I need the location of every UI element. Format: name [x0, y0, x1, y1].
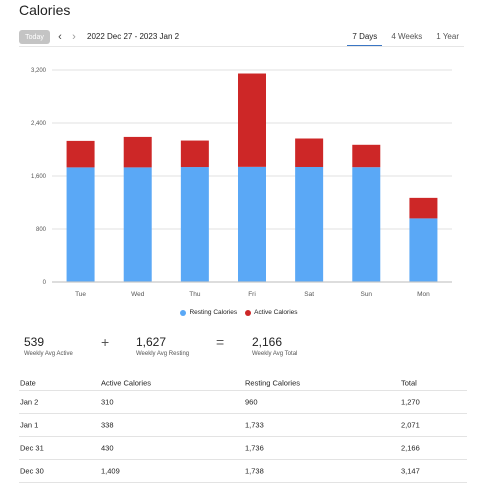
- cell-total: 2,166: [401, 443, 420, 453]
- table-row: Jan 2 310 960 1,270: [19, 391, 467, 414]
- calories-bar-chart: 0 800 1,600 2,400 3,200 Tue Wed Thu Fri Sat Sun Mon: [31, 68, 452, 298]
- cell-date: Dec 31: [20, 443, 44, 453]
- stat-active-value: 539: [24, 335, 45, 349]
- bar-active: [180, 140, 209, 168]
- bar-resting: [409, 218, 438, 282]
- y-tick-label: 1,600: [31, 174, 47, 180]
- x-tick-label: Wed: [131, 291, 145, 298]
- cell-active: 310: [101, 397, 114, 407]
- bar-active: [295, 138, 324, 167]
- legend-item-resting[interactable]: Resting Calories: [180, 309, 237, 316]
- column-header-active[interactable]: Active Calories: [101, 378, 152, 387]
- stat-weekly-active: 539 Weekly Avg Active: [24, 335, 73, 357]
- column-header-total[interactable]: Total: [401, 378, 417, 387]
- stat-total-value: 2,166: [252, 335, 283, 349]
- x-tick-label: Mon: [417, 291, 430, 298]
- calories-table: Date Active Calories Resting Calories To…: [19, 375, 467, 483]
- bar-resting: [295, 166, 324, 282]
- range-tabs: 7 Days 4 Weeks 1 Year: [343, 28, 464, 47]
- cell-resting: 960: [245, 397, 258, 407]
- stat-weekly-resting: 1,627 Weekly Avg Resting: [136, 335, 189, 357]
- column-header-date[interactable]: Date: [20, 378, 36, 387]
- resting-dot-icon: [180, 309, 187, 316]
- bar-resting: [238, 166, 266, 282]
- bar-active: [409, 197, 438, 219]
- table-header-row: Date Active Calories Resting Calories To…: [19, 375, 467, 391]
- stat-resting-value: 1,627: [136, 335, 167, 349]
- x-tick-label: Tue: [75, 291, 86, 298]
- x-tick-label: Sat: [304, 291, 314, 298]
- bar-active: [352, 144, 381, 168]
- chart-legend: Resting Calories Active Calories: [0, 309, 478, 316]
- cell-active: 430: [101, 443, 114, 453]
- cell-resting: 1,733: [245, 420, 264, 430]
- cell-resting: 1,736: [245, 443, 264, 453]
- equals-sign: =: [216, 334, 225, 350]
- stat-total-label: Weekly Avg Total: [252, 351, 298, 357]
- x-tick-label: Sun: [360, 291, 372, 298]
- legend-label-active: Active Calories: [254, 309, 298, 316]
- bar-resting: [180, 167, 209, 282]
- tab-4-weeks[interactable]: 4 Weeks: [391, 32, 423, 41]
- cell-active: 338: [101, 420, 114, 430]
- y-tick-label: 0: [43, 280, 47, 286]
- bar-resting: [352, 167, 381, 282]
- cell-date: Dec 30: [20, 466, 44, 476]
- bar-active: [66, 140, 95, 168]
- x-tick-label: Fri: [248, 291, 256, 298]
- bar-resting: [123, 167, 152, 282]
- stat-weekly-total: 2,166 Weekly Avg Total: [252, 335, 297, 357]
- cell-date: Jan 2: [20, 397, 39, 407]
- table-row: Jan 1 338 1,733 2,071: [19, 414, 467, 437]
- plus-sign: +: [101, 334, 110, 350]
- cell-resting: 1,738: [245, 466, 264, 476]
- cell-active: 1,409: [101, 466, 120, 476]
- cell-total: 3,147: [401, 466, 420, 476]
- table-row: Dec 31 430 1,736 2,166: [19, 437, 467, 460]
- header-divider: [19, 46, 464, 47]
- bar-active: [238, 73, 266, 167]
- bar-active: [123, 136, 152, 168]
- chevron-right-icon[interactable]: ›: [72, 31, 76, 43]
- y-tick-label: 800: [36, 227, 47, 233]
- active-dot-icon: [245, 309, 252, 316]
- tab-1-year[interactable]: 1 Year: [436, 32, 459, 41]
- today-button[interactable]: Today: [19, 30, 50, 44]
- legend-label-resting: Resting Calories: [189, 309, 238, 316]
- tab-7-days[interactable]: 7 Days: [347, 28, 383, 47]
- legend-item-active[interactable]: Active Calories: [245, 309, 298, 316]
- cell-date: Jan 1: [20, 420, 39, 430]
- y-tick-label: 2,400: [31, 121, 47, 127]
- stat-resting-label: Weekly Avg Resting: [136, 351, 190, 357]
- cell-total: 2,071: [401, 420, 420, 430]
- cell-total: 1,270: [401, 397, 420, 407]
- x-tick-label: Thu: [189, 291, 201, 298]
- y-tick-label: 3,200: [31, 68, 47, 74]
- stat-active-label: Weekly Avg Active: [24, 351, 73, 357]
- column-header-resting[interactable]: Resting Calories: [245, 378, 301, 387]
- date-range-label: 2022 Dec 27 - 2023 Jan 2: [87, 32, 180, 41]
- chevron-left-icon[interactable]: ‹: [58, 31, 62, 43]
- bar-resting: [66, 167, 95, 282]
- page-title: Calories: [19, 2, 71, 18]
